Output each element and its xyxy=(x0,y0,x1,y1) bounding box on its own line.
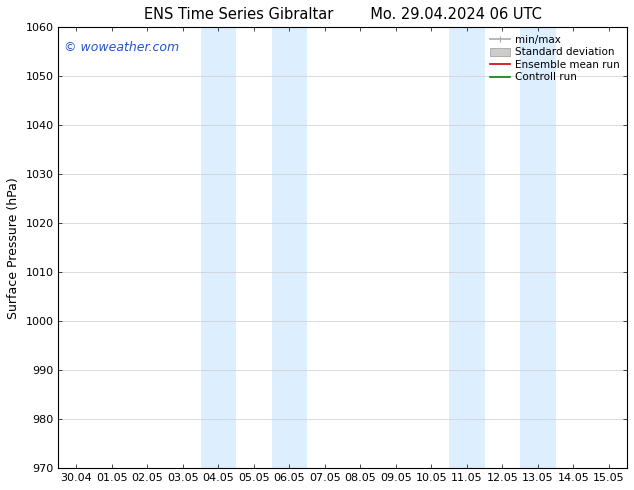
Bar xyxy=(449,27,484,468)
Bar xyxy=(520,27,555,468)
Bar xyxy=(271,27,307,468)
Title: ENS Time Series Gibraltar        Mo. 29.04.2024 06 UTC: ENS Time Series Gibraltar Mo. 29.04.2024… xyxy=(144,7,541,22)
Legend: min/max, Standard deviation, Ensemble mean run, Controll run: min/max, Standard deviation, Ensemble me… xyxy=(488,32,621,84)
Text: © woweather.com: © woweather.com xyxy=(64,41,179,53)
Y-axis label: Surface Pressure (hPa): Surface Pressure (hPa) xyxy=(7,177,20,318)
Bar xyxy=(200,27,236,468)
